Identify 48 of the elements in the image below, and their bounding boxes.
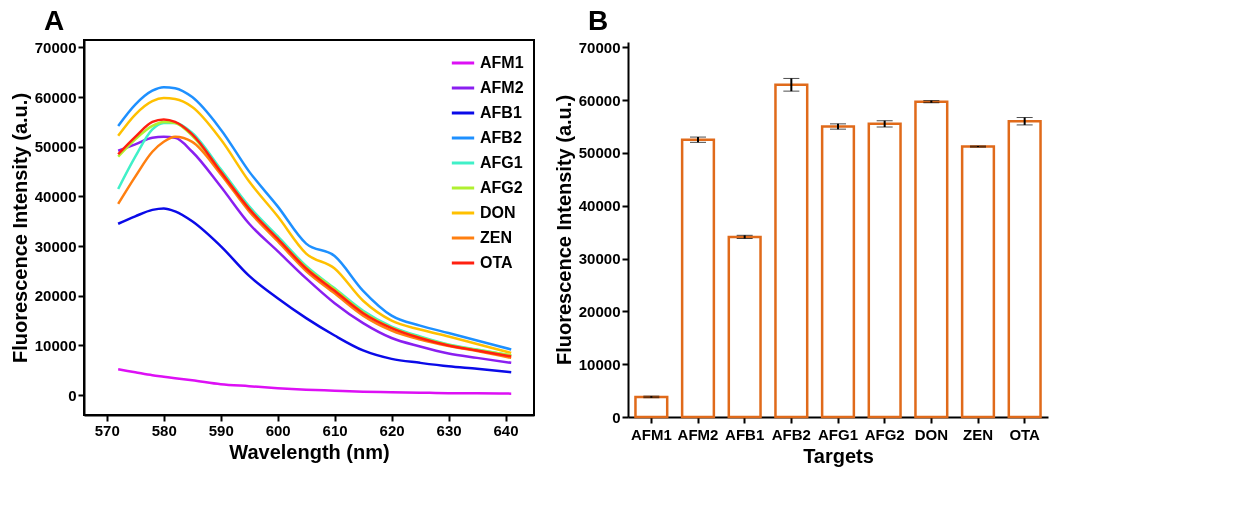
y-tick-label: 20000 (578, 302, 621, 320)
y-tick-label: 50000 (34, 138, 77, 156)
x-tick-label: AFB1 (725, 425, 765, 443)
y-tick-label: 60000 (578, 91, 621, 109)
legend-label: AFM1 (480, 54, 524, 71)
legend-label: DON (480, 204, 516, 221)
x-tick-label: AFM1 (630, 425, 672, 443)
y-tick-label: 30000 (34, 237, 77, 255)
x-tick-label: 570 (94, 421, 120, 439)
x-tick-label: DON (914, 425, 949, 443)
y-tick-label: 40000 (34, 187, 77, 205)
y-tick-label: 50000 (578, 144, 621, 162)
x-tick-label: 600 (265, 421, 291, 439)
x-tick-label: AFB2 (771, 425, 811, 443)
y-tick-label: 40000 (578, 197, 621, 215)
x-tick-label: AFM2 (677, 425, 719, 443)
legend-label: AFB2 (480, 129, 522, 146)
y-tick-label: 0 (68, 386, 77, 404)
y-tick-label: 10000 (34, 336, 77, 354)
x-tick-label: 630 (436, 421, 462, 439)
x-tick-label: AFG2 (864, 425, 905, 443)
y-tick-label: 20000 (34, 287, 77, 305)
legend-label: AFG2 (480, 179, 523, 196)
x-axis-title: Wavelength (nm) (229, 440, 390, 463)
x-tick-label: OTA (1009, 425, 1041, 443)
chart-title: B (588, 5, 609, 37)
x-tick-label: 640 (493, 421, 519, 439)
y-tick-label: 70000 (578, 38, 621, 56)
y-tick-label: 30000 (578, 250, 621, 268)
x-tick-label: 610 (322, 421, 348, 439)
legend-label: ZEN (480, 229, 512, 246)
legend-label: AFM2 (480, 79, 524, 96)
x-tick-label: 620 (379, 421, 405, 439)
x-tick-label: AFG1 (817, 425, 859, 443)
x-axis-title: Targets (803, 444, 874, 467)
chart-title: A (44, 5, 65, 36)
x-tick-label: 590 (208, 421, 234, 439)
y-tick-label: 60000 (34, 88, 77, 106)
y-axis-title: Fluorescence Intensity (a.u.) (552, 94, 575, 366)
legend-label: OTA (480, 254, 514, 271)
legend-label: AFG1 (480, 154, 523, 171)
y-tick-label: 0 (612, 408, 621, 426)
y-tick-label: 70000 (34, 38, 77, 56)
x-tick-label: 580 (151, 421, 177, 439)
legend-label: AFB1 (480, 104, 522, 121)
y-axis-title: Fluorescence Intensity (a.u.) (8, 92, 31, 364)
y-tick-label: 10000 (578, 355, 621, 373)
x-tick-label: ZEN (963, 425, 993, 443)
